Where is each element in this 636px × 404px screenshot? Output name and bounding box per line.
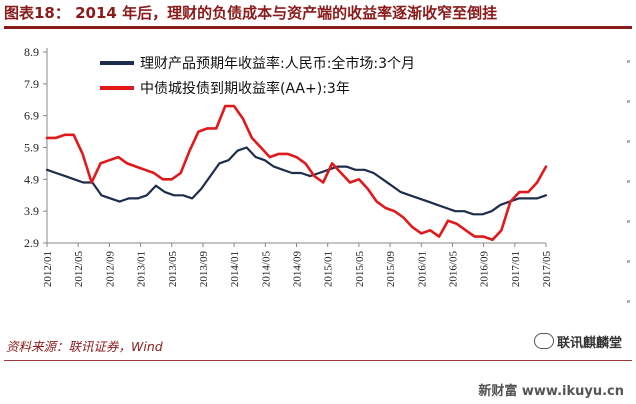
decor-dot: [627, 100, 630, 103]
x-tick-label: 2014/05: [260, 251, 272, 288]
y-tick-label: 8.9: [24, 45, 39, 59]
x-tick-label: 2015/01: [323, 251, 335, 287]
x-tick-label: 2012/01: [42, 251, 54, 287]
brand-logo: 联讯麒麟堂: [533, 332, 622, 351]
decor-dot: [627, 60, 630, 63]
x-tick-label: 2014/01: [229, 251, 241, 287]
x-tick-label: 2013/09: [198, 251, 210, 288]
y-tick-label: 4.9: [24, 172, 39, 186]
legend-label-1: 理财产品预期年收益率:人民币:全市场:3个月: [140, 55, 415, 72]
y-tick-label: 5.9: [24, 141, 39, 155]
data-source-note: 资料来源：联讯证券，Wind: [6, 339, 163, 354]
title-underline: [4, 26, 632, 29]
x-tick-label: 2017/05: [541, 251, 553, 288]
wechat-icon: [533, 333, 554, 349]
x-tick-label: 2014/09: [292, 251, 304, 288]
site-watermark: 新财富 www.ikuyu.cn: [478, 384, 624, 399]
y-tick-label: 2.9: [24, 236, 39, 250]
x-tick-label: 2016/05: [447, 251, 459, 288]
x-tick-label: 2015/09: [385, 251, 397, 288]
decor-dot: [627, 140, 630, 143]
x-tick-label: 2017/01: [510, 251, 522, 287]
x-tick-label: 2012/05: [73, 251, 85, 288]
y-tick-label: 3.9: [24, 204, 39, 218]
x-tick-label: 2012/09: [104, 251, 116, 288]
source-divider: [4, 360, 632, 361]
x-tick-label: 2016/09: [479, 251, 491, 288]
x-tick-label: 2016/01: [416, 251, 428, 287]
series-line-2: [45, 104, 548, 242]
decor-dot: [627, 260, 630, 263]
x-tick-label: 2013/01: [136, 251, 148, 287]
decor-dot: [627, 180, 630, 183]
decor-dot: [627, 220, 630, 223]
y-tick-label: 6.9: [24, 109, 39, 123]
series-line-1: [45, 146, 548, 216]
y-tick-label: 7.9: [24, 77, 39, 91]
brand-name: 联讯麒麟堂: [556, 336, 622, 351]
legend-label-2: 中债城投债到期收益率(AA+):3年: [140, 80, 350, 97]
chart-title: 图表18： 2014 年后，理财的负债成本与资产端的收益率逐渐收窄至倒挂: [4, 4, 498, 22]
x-tick-label: 2015/05: [354, 251, 366, 288]
decor-dot: [627, 300, 630, 303]
x-tick-label: 2013/05: [167, 251, 179, 288]
